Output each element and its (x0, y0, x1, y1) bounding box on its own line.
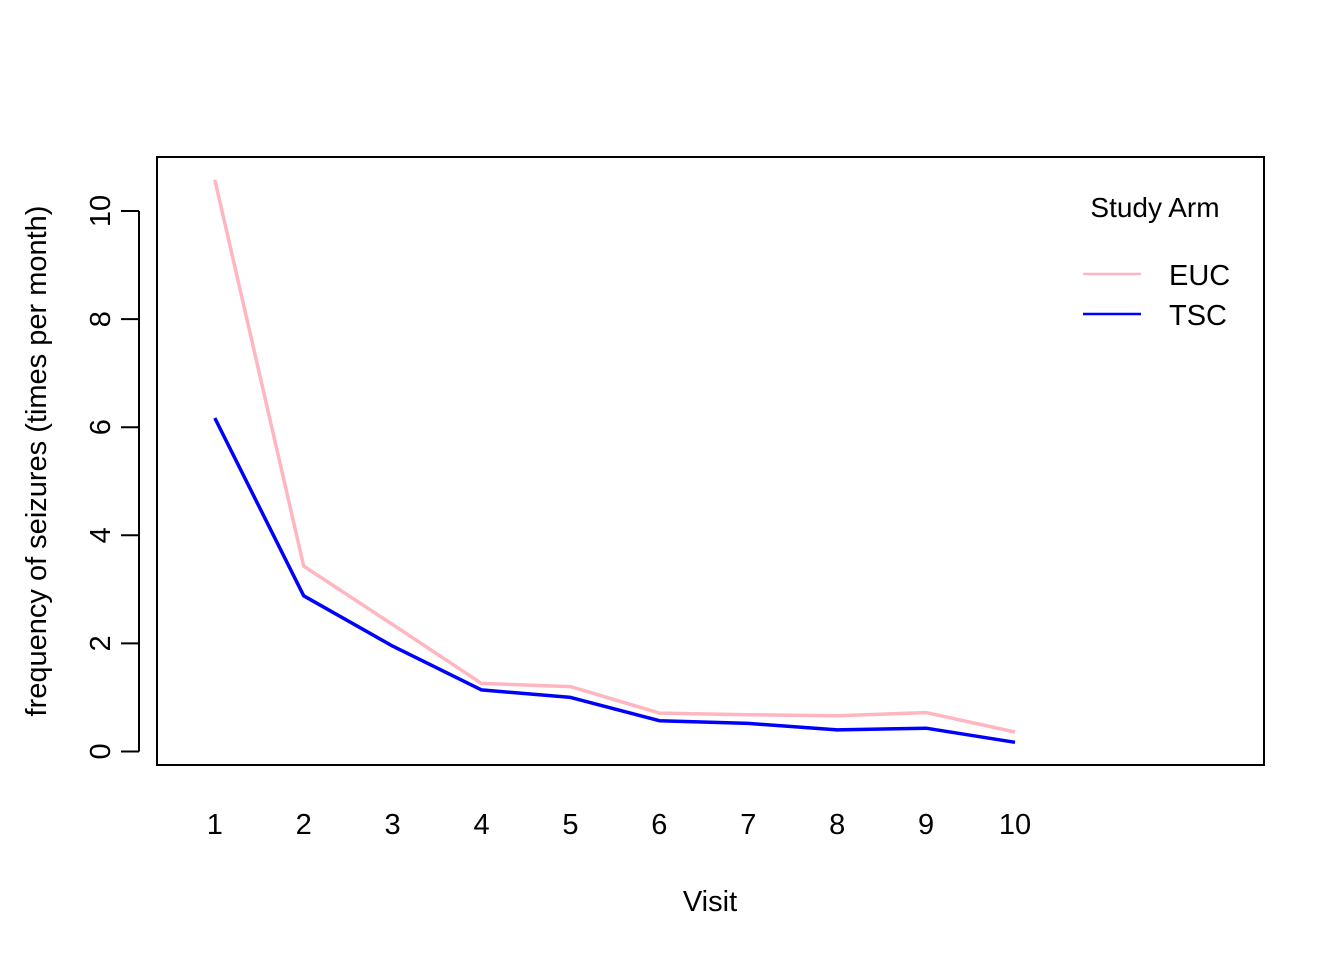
x-axis: 1 2 3 4 5 6 7 8 9 10 (207, 809, 1031, 841)
y-tick-label: 10 (85, 195, 117, 227)
series-layer (213, 179, 1016, 745)
x-tick-label: 5 (562, 809, 578, 841)
y-tick-label: 6 (85, 419, 117, 435)
series-line-tsc (213, 417, 1016, 745)
legend: Study Arm EUC TSC (1083, 192, 1230, 332)
x-tick-label: 9 (918, 809, 934, 841)
y-tick-label: 8 (85, 311, 117, 327)
legend-title: Study Arm (1090, 192, 1219, 223)
y-tick-label: 2 (85, 635, 117, 651)
x-tick-label: 7 (740, 809, 756, 841)
x-tick-label: 8 (829, 809, 845, 841)
y-tick-label: 4 (85, 527, 117, 543)
legend-label-tsc: TSC (1169, 300, 1227, 332)
x-tick-label: 2 (296, 809, 312, 841)
y-tick-label: 0 (85, 743, 117, 759)
y-axis-title: frequency of seizures (times per month) (21, 206, 53, 717)
x-axis-title: Visit (683, 886, 737, 918)
x-tick-label: 3 (385, 809, 401, 841)
x-tick-label: 6 (651, 809, 667, 841)
x-tick-label: 10 (999, 809, 1031, 841)
plot-frame (156, 156, 1265, 766)
x-tick-label: 4 (473, 809, 489, 841)
y-axis: 0 2 4 6 8 10 (85, 195, 140, 760)
legend-label-euc: EUC (1169, 260, 1230, 292)
x-tick-label: 1 (207, 809, 223, 841)
series-line-euc (213, 179, 1016, 734)
